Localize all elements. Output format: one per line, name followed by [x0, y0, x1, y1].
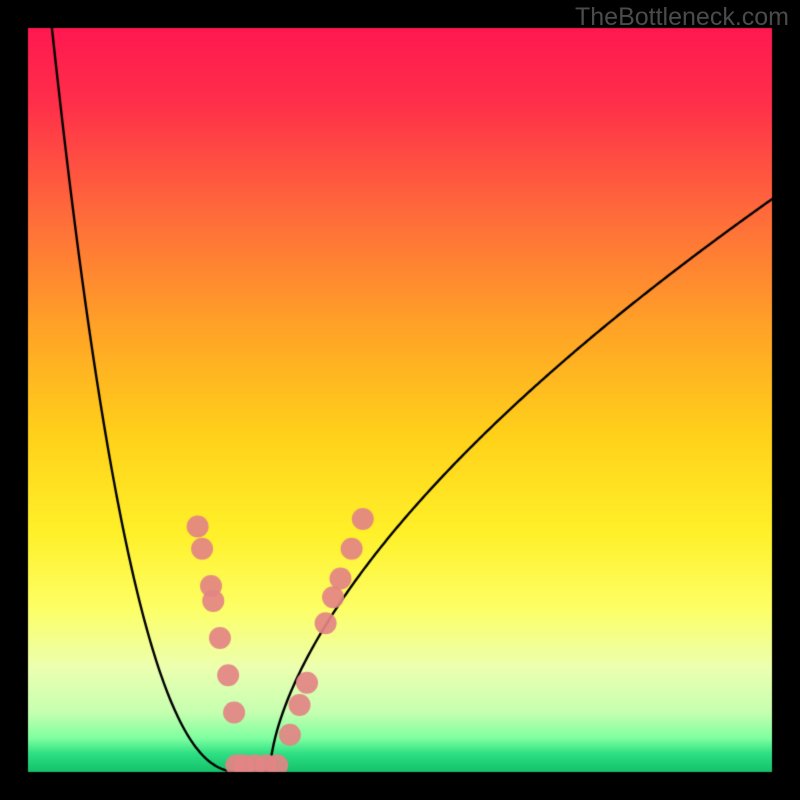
bottleneck-chart-canvas	[0, 0, 800, 800]
watermark-label: TheBottleneck.com	[575, 3, 789, 32]
